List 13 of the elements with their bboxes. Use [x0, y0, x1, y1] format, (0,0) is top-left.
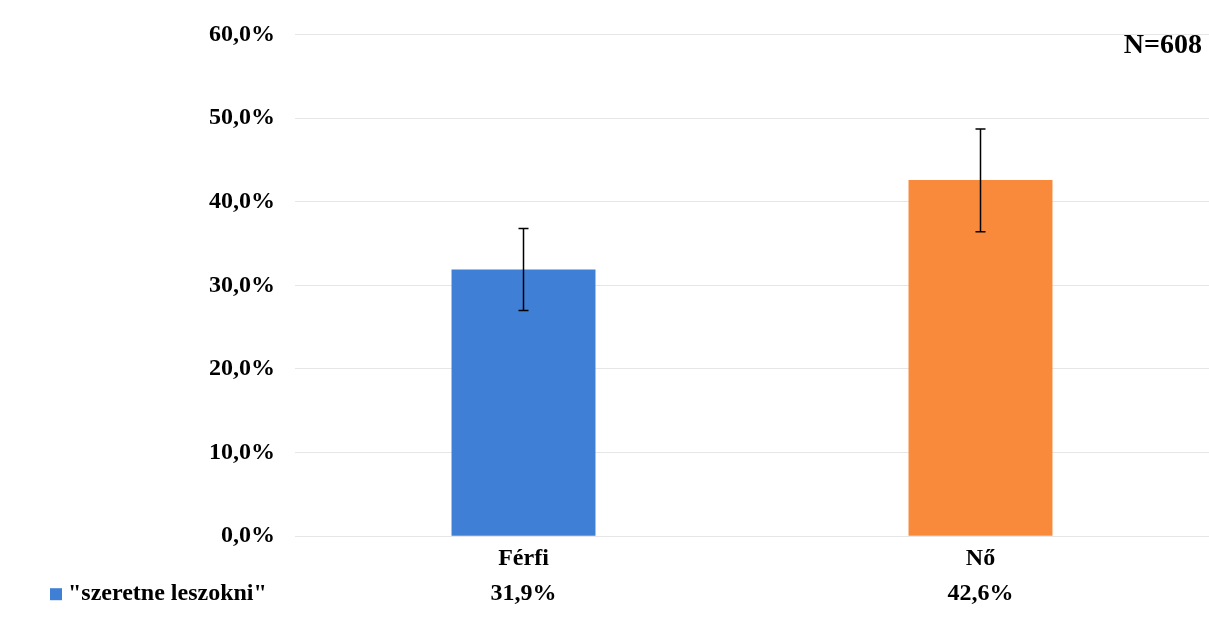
x-tick-label: Nő [965, 543, 996, 570]
y-tick-label: 40,0% [209, 186, 275, 213]
data-label: 42,6% [947, 579, 1014, 606]
annotation: N=608 [1123, 28, 1202, 60]
y-tick-label: 10,0% [209, 437, 275, 464]
data-label: 31,9% [490, 579, 557, 606]
x-tick-label: Férfi [498, 543, 550, 570]
y-tick-label: 20,0% [209, 354, 275, 381]
y-tick-label: 50,0% [209, 103, 275, 130]
legend-label: "szeretne leszokni" [68, 579, 267, 606]
y-tick-label: 0,0% [221, 521, 275, 548]
y-tick-label: 30,0% [209, 270, 275, 297]
y-tick-label: 60,0% [209, 19, 275, 46]
